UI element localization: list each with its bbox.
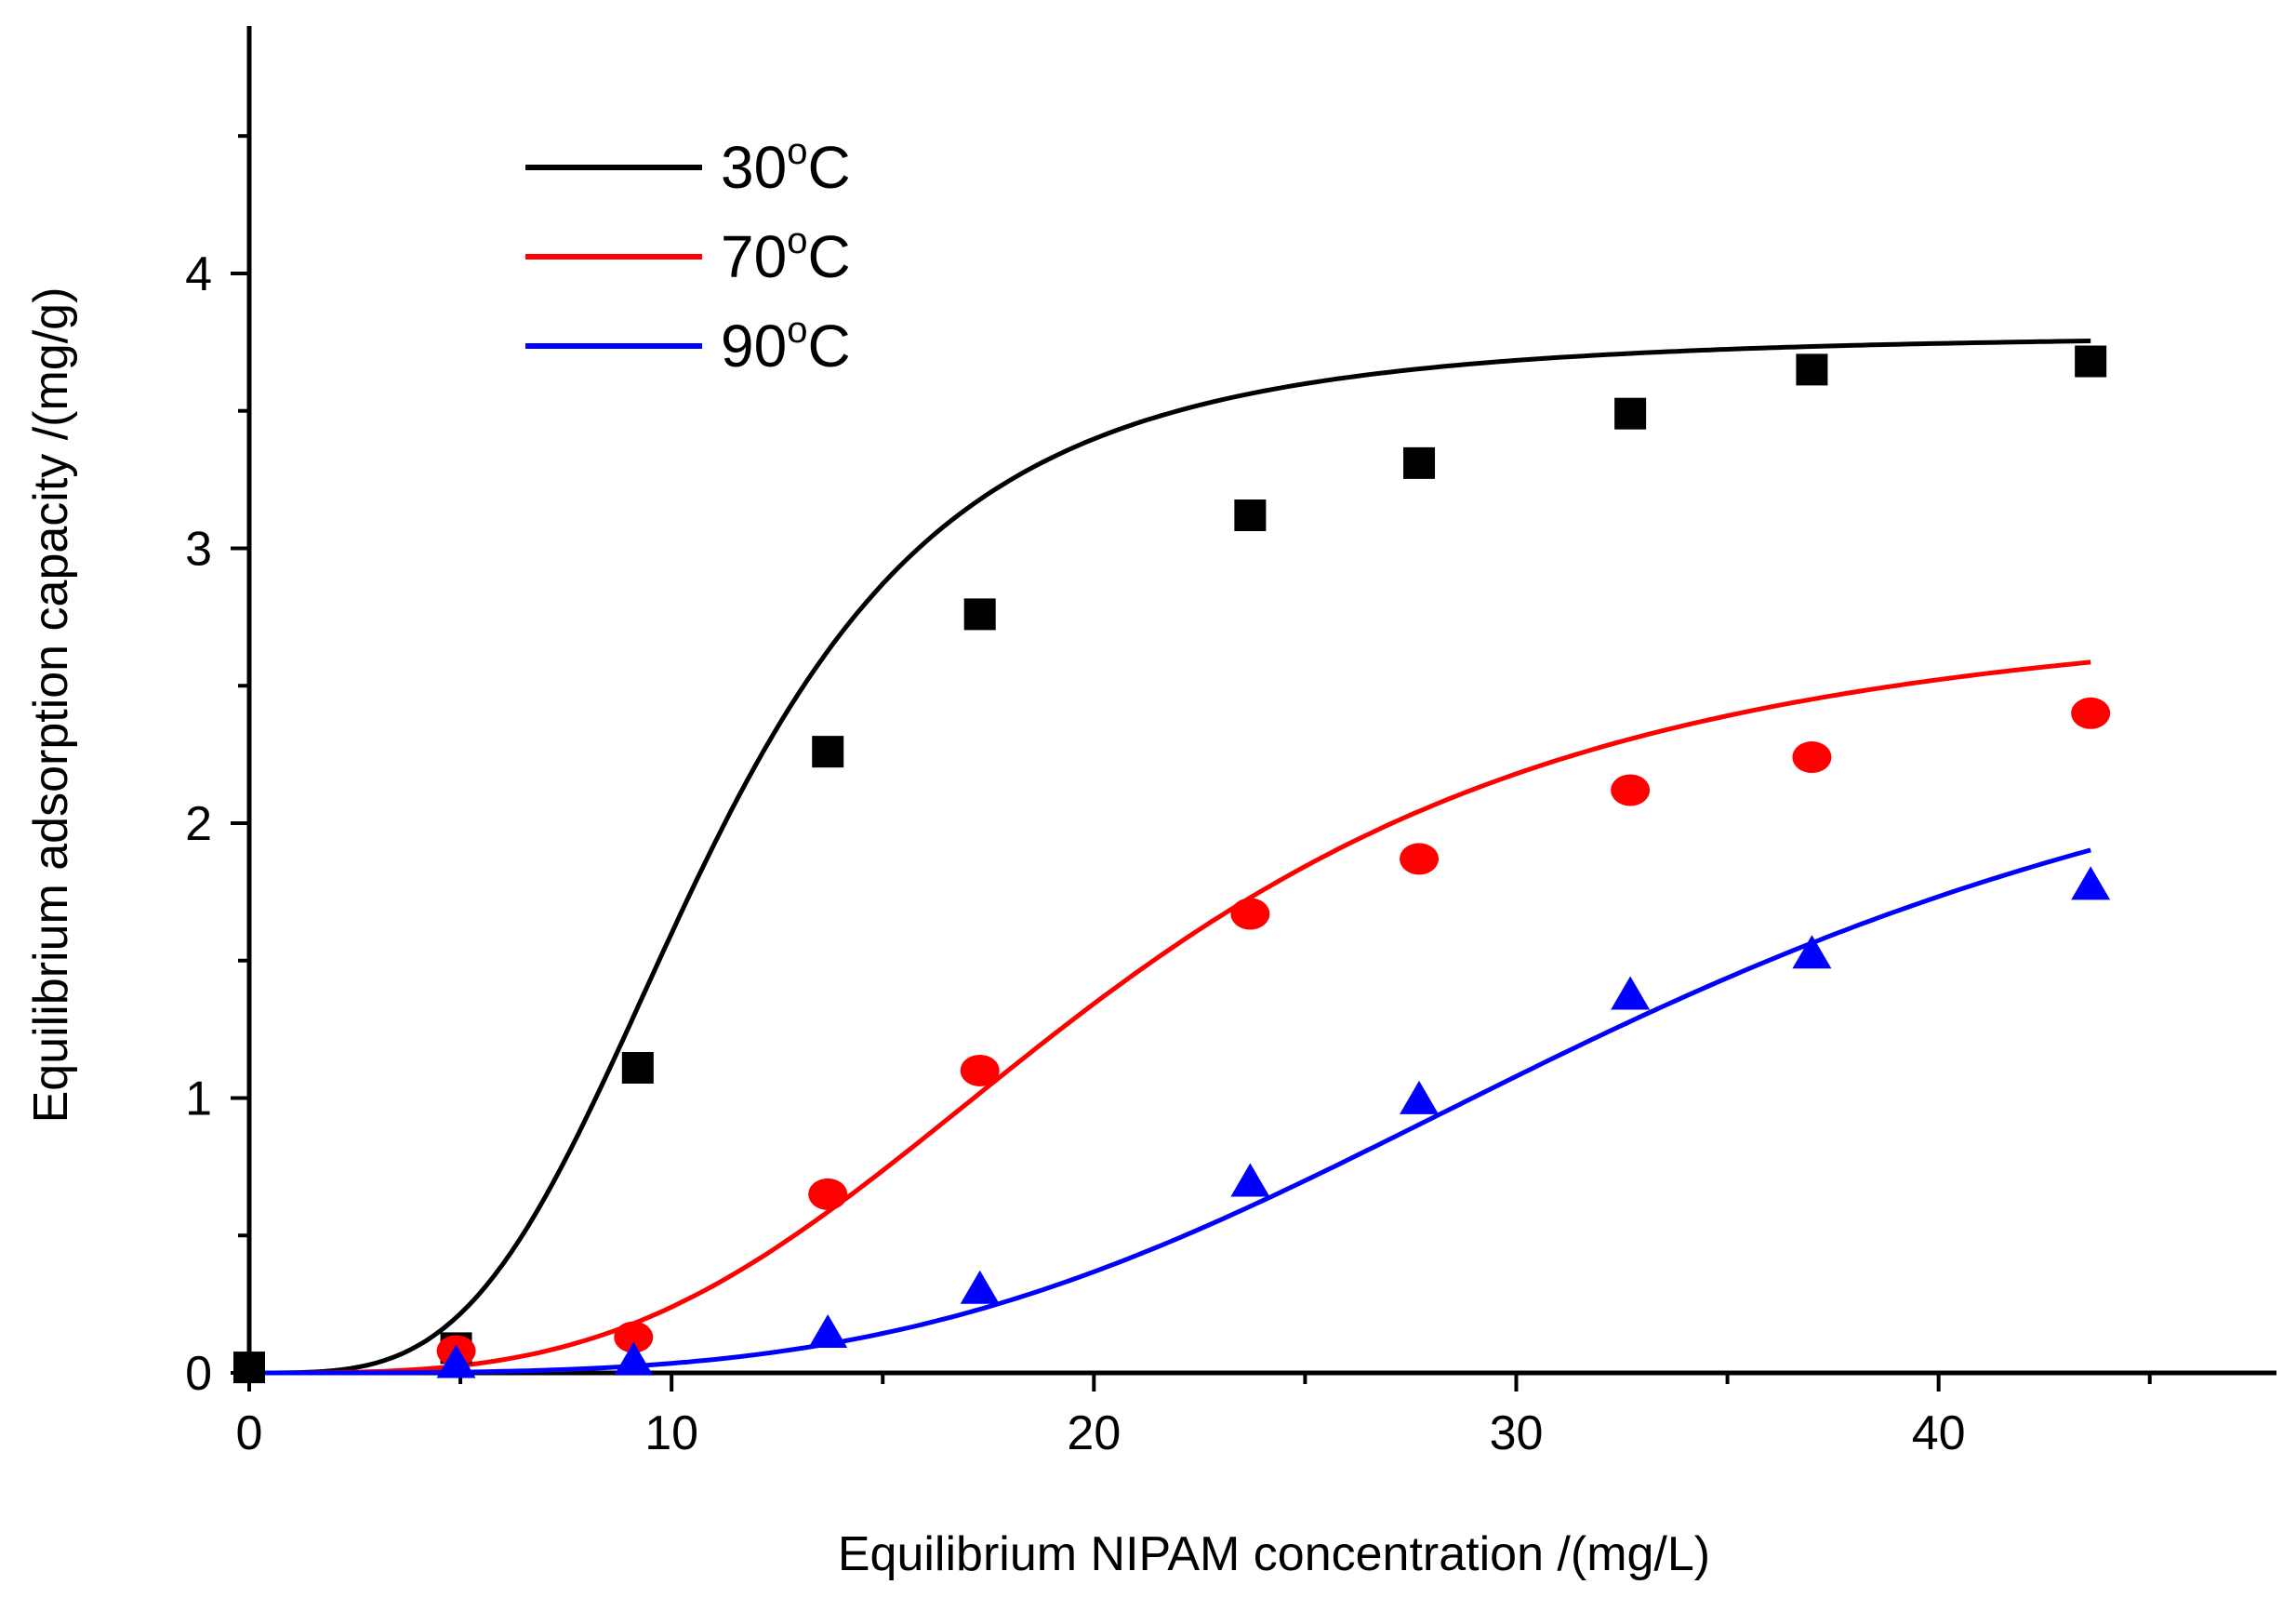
- data-point-30: [1234, 499, 1267, 532]
- data-point-30: [2075, 345, 2107, 378]
- y-tick-label: 4: [185, 247, 212, 301]
- data-point-70: [1230, 898, 1270, 930]
- data-point-30: [812, 736, 844, 768]
- x-tick-label: 40: [1912, 1406, 1966, 1460]
- legend-label-70: 70oC: [721, 220, 851, 290]
- data-point-70: [1611, 774, 1651, 806]
- data-point-70: [614, 1321, 654, 1353]
- data-point-90: [808, 1314, 848, 1349]
- fit-curve-70: [249, 659, 2091, 1376]
- y-tick-label: 0: [185, 1347, 212, 1401]
- data-point-70: [960, 1054, 1000, 1086]
- fit-curve-90: [249, 847, 2091, 1376]
- data-point-30: [1403, 446, 1436, 479]
- data-point-90: [1611, 976, 1651, 1010]
- x-tick-label: 10: [644, 1406, 698, 1460]
- legend-label-90: 90oC: [721, 310, 851, 380]
- tick-labels: 0 10 20 30 40 0 1 2 3 4: [185, 247, 1966, 1460]
- data-point-90: [436, 1344, 476, 1378]
- x-tick-label: 0: [236, 1406, 263, 1460]
- x-axis-title: Equilibrium NIPAM concentration /(mg/L): [838, 1527, 1710, 1581]
- data-point-30: [963, 598, 996, 631]
- data-point-90: [614, 1341, 654, 1376]
- legend-label-30: 30oC: [721, 131, 851, 201]
- y-axis-title: Equilibrium adsorption capacity /(mg/g): [24, 287, 78, 1124]
- data-point-90: [2071, 866, 2111, 900]
- data-point-90: [1230, 1163, 1270, 1197]
- fit-curve-30: [249, 339, 2091, 1376]
- legend: 30oC 70oC 90oC: [525, 131, 851, 380]
- data-point-70: [2071, 697, 2111, 729]
- data-point-30: [1614, 397, 1647, 430]
- data-point-70: [1792, 741, 1832, 774]
- y-tick-label: 2: [185, 797, 212, 851]
- data-point-90: [1400, 1080, 1440, 1114]
- y-tick-label: 3: [185, 522, 212, 576]
- data-point-70: [808, 1178, 848, 1210]
- data-point-90: [1792, 935, 1832, 969]
- data-point-30: [1796, 353, 1828, 386]
- data-point-30: [233, 1352, 265, 1384]
- y-tick-label: 1: [185, 1072, 212, 1125]
- data-markers: [233, 345, 2111, 1384]
- x-tick-label: 20: [1067, 1406, 1121, 1460]
- fit-curves: [249, 339, 2091, 1376]
- data-point-30: [621, 1051, 654, 1084]
- x-tick-label: 30: [1490, 1406, 1544, 1460]
- data-point-90: [960, 1270, 1000, 1304]
- data-point-70: [1400, 843, 1440, 875]
